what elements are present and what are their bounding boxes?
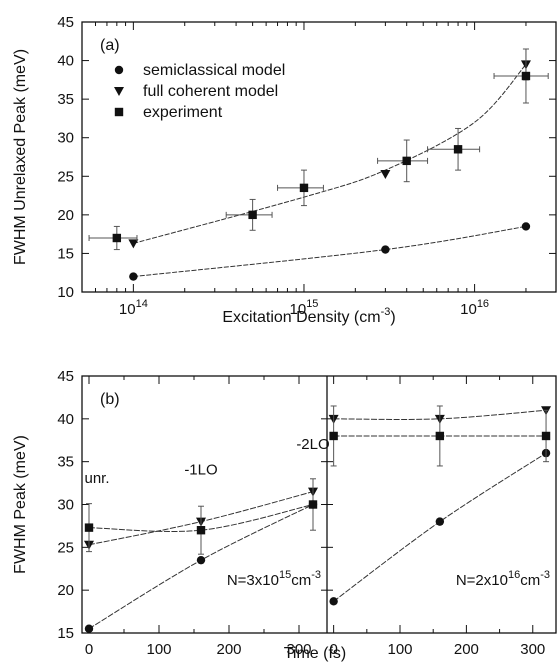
fit-line-a [133, 64, 527, 244]
data-point-a [112, 233, 122, 243]
panel-tag-a: (a) [100, 37, 120, 54]
data-point-b [84, 624, 94, 633]
y-axis-label-a: FWHM Unrelaxed Peak (meV) [12, 49, 29, 265]
data-point-b [329, 597, 338, 606]
x-axis-label-b: Time (fs) [284, 645, 347, 662]
legend-label-a: full coherent model [143, 83, 278, 100]
y-tick-label-b: 40 [57, 411, 74, 428]
data-point-b [196, 526, 206, 535]
x-tick-label-a: 1015 [290, 298, 319, 318]
y-tick-label-a: 20 [57, 207, 74, 224]
x-error-bar-a [493, 73, 549, 79]
y-tick-label-a: 30 [57, 130, 74, 147]
x-error-bar-a [427, 146, 481, 153]
y-tick-label-a: 10 [57, 284, 74, 301]
data-point-a [402, 156, 411, 166]
plot-frame-a [81, 21, 557, 293]
y-tick-label-b: 20 [57, 582, 74, 599]
panel-b: 15 20 25 30 35 40 45 FWHM Peak (meV) Time (fs) (b… [12, 368, 557, 662]
data-point-b [329, 431, 338, 441]
phonon-replica-label: -1LO [184, 462, 217, 479]
data-point-a [380, 169, 391, 179]
x-tick-label-a: 1016 [460, 298, 489, 318]
fit-line-a [133, 225, 527, 278]
x-tick-label-b: 100 [387, 641, 412, 658]
data-point-a [453, 145, 463, 154]
data-point-a [248, 210, 257, 220]
y-tick-label-a: 45 [57, 14, 74, 31]
x-tick-label-b: 300 [520, 641, 545, 658]
legend-marker-a [114, 87, 124, 96]
density-label: N=3x1015cm-3 [227, 569, 321, 589]
x-tick-label-b: 300 [286, 641, 311, 658]
data-point-a [521, 222, 531, 231]
legend-label-a: experiment [143, 104, 223, 121]
x-tick-label-b: 0 [329, 641, 337, 658]
data-point-b [196, 555, 206, 565]
panel-tag-b: (b) [100, 391, 120, 408]
y-tick-label-a: 25 [57, 168, 74, 185]
y-tick-label-b: 30 [57, 497, 74, 514]
data-point-a [299, 183, 309, 193]
data-point-b [308, 500, 318, 509]
density-label: N=2x1016cm-3 [456, 569, 550, 589]
x-tick-label-b: 200 [454, 641, 479, 658]
phonon-replica-label: -2LO [296, 436, 329, 453]
data-point-a [129, 272, 138, 281]
x-tick-label-b: 200 [216, 641, 241, 658]
y-tick-label-b: 45 [57, 368, 74, 385]
y-tick-label-b: 35 [57, 454, 74, 471]
y-tick-label-b: 25 [57, 539, 74, 556]
data-point-b [435, 517, 445, 526]
x-tick-label-b: 0 [85, 641, 93, 658]
y-tick-label-b: 15 [57, 625, 74, 642]
fit-line-b [88, 504, 314, 532]
phonon-replica-label: unr. [84, 470, 109, 487]
x-tick-label-b: 100 [146, 641, 171, 658]
y-tick-label-a: 15 [57, 245, 74, 262]
data-point-a [128, 239, 139, 249]
y-tick-label-a: 40 [57, 53, 74, 70]
y-axis-label-b: FWHM Peak (meV) [12, 435, 29, 574]
data-point-a [381, 245, 390, 254]
legend-label-a: semiclassical model [143, 62, 285, 79]
data-point-b [541, 431, 551, 441]
y-tick-label-a: 35 [57, 91, 74, 108]
x-axis-label-a: Excitation Density (cm-3) [222, 306, 395, 326]
data-point-b [435, 431, 445, 441]
legend-marker-a [114, 65, 124, 75]
x-tick-label-a: 1014 [119, 298, 148, 318]
data-point-b [84, 523, 94, 532]
legend-marker-a [114, 107, 124, 117]
plot-frame-b [81, 375, 557, 634]
data-point-a [521, 71, 531, 81]
